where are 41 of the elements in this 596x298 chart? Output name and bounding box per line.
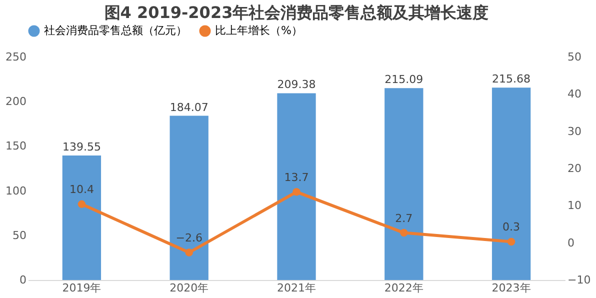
y-tick-label: 100 — [6, 184, 26, 198]
data-label: 215.09 — [384, 73, 424, 86]
data-label: 10.4 — [69, 183, 94, 196]
y-tick-label: 50 — [12, 228, 26, 242]
point — [292, 188, 300, 196]
x-tick-label: 2023年 — [492, 282, 531, 294]
x-tick-label: 2020年 — [170, 282, 209, 294]
chart-title: 图4 2019-2023年社会消费品零售总额及其增长速度 — [104, 3, 489, 22]
bar — [492, 88, 531, 280]
data-label: 139.55 — [62, 140, 101, 154]
data-label: 13.7 — [284, 170, 309, 184]
y2-tick-label: 0 — [568, 236, 574, 250]
data-label: 209.38 — [277, 78, 316, 92]
legend-label: 比上年增长（%） — [215, 24, 302, 37]
point — [185, 248, 193, 256]
y-tick-label: 250 — [6, 50, 26, 64]
point — [507, 238, 516, 246]
y-tick-label: 150 — [6, 140, 26, 153]
y-tick-label: 200 — [6, 95, 26, 108]
data-label: 184.07 — [170, 100, 208, 114]
x-tick-label: 2019年 — [62, 282, 102, 294]
point — [78, 200, 86, 208]
x-tick-label: 2022年 — [384, 282, 424, 294]
legend-label: 社会消费品零售总额（亿元） — [44, 24, 187, 37]
y2-tick-label: −10 — [568, 274, 591, 286]
y2-tick-label: 50 — [568, 50, 582, 64]
bar — [384, 88, 424, 280]
data-label: −2.6 — [176, 231, 202, 244]
y2-tick-label: 20 — [568, 162, 582, 175]
y-tick-label: 0 — [20, 274, 26, 286]
bar — [277, 93, 316, 280]
y2-tick-label: 30 — [568, 124, 582, 138]
data-label: 215.68 — [492, 72, 531, 86]
x-tick-label: 2021年 — [277, 282, 316, 294]
bar — [170, 116, 208, 280]
y2-tick-label: 40 — [568, 88, 582, 101]
y2-tick-label: 10 — [568, 199, 582, 212]
bar — [62, 156, 102, 280]
data-label: 2.7 — [395, 212, 413, 225]
point — [400, 228, 408, 237]
data-label: 0.3 — [502, 220, 520, 234]
